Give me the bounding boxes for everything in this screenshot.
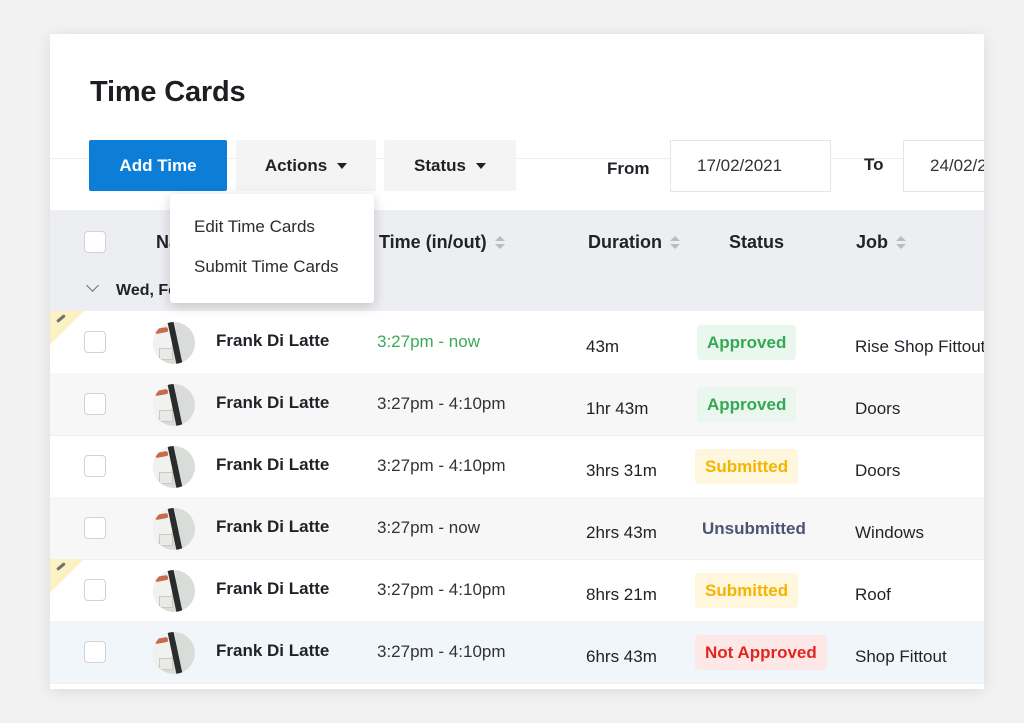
duration: 3hrs 31m bbox=[586, 461, 657, 480]
from-date-input[interactable] bbox=[670, 140, 831, 192]
employee-name: Frank Di Latte bbox=[216, 455, 330, 474]
avatar bbox=[153, 384, 195, 426]
select-all-checkbox[interactable] bbox=[84, 231, 106, 253]
job-name: Roof bbox=[855, 585, 891, 604]
time-in-out: 3:27pm - 4:10pm bbox=[377, 456, 506, 475]
sort-icon bbox=[494, 236, 505, 250]
time-in-out: 3:27pm - 4:10pm bbox=[377, 580, 506, 599]
avatar bbox=[153, 508, 195, 550]
status-label: Status bbox=[414, 155, 466, 175]
time-in-out: 3:27pm - now bbox=[377, 332, 480, 351]
job-name: Rise Shop Fittout bbox=[855, 337, 984, 356]
actions-dropdown-button[interactable]: Actions bbox=[236, 140, 376, 191]
to-date-input[interactable] bbox=[903, 140, 984, 192]
table-row[interactable]: Frank Di Latte 3:27pm - now 43m Approved Ris… bbox=[50, 311, 984, 374]
table-row[interactable]: Frank Di Latte 3:27pm - now 2hrs 43m Unsubm… bbox=[50, 497, 984, 560]
caret-down-icon bbox=[337, 162, 348, 169]
avatar bbox=[153, 446, 195, 488]
employee-name: Frank Di Latte bbox=[216, 641, 330, 660]
column-header-job[interactable]: Job bbox=[856, 232, 907, 253]
time-cards-panel: Time Cards Add Time Actions Status From … bbox=[50, 34, 984, 689]
chevron-down-icon[interactable] bbox=[86, 279, 99, 292]
employee-name: Frank Di Latte bbox=[216, 579, 330, 598]
row-checkbox[interactable] bbox=[84, 331, 106, 353]
table-row[interactable]: Frank Di Latte 3:27pm - 4:10pm 6hrs 43m Not… bbox=[50, 621, 984, 684]
sort-icon bbox=[896, 236, 907, 250]
status-badge: Approved bbox=[697, 325, 797, 360]
table-row[interactable]: Frank Di Latte 3:27pm - 4:10pm 8hrs 21m Sub… bbox=[50, 559, 984, 622]
employee-name: Frank Di Latte bbox=[216, 517, 330, 536]
menu-item-submit-time-cards[interactable]: Submit Time Cards bbox=[194, 257, 339, 276]
row-checkbox[interactable] bbox=[84, 641, 106, 663]
employee-name: Frank Di Latte bbox=[216, 393, 330, 412]
avatar bbox=[153, 322, 195, 364]
job-name: Shop Fittout bbox=[855, 647, 947, 666]
duration: 8hrs 21m bbox=[586, 585, 657, 604]
edited-flag bbox=[50, 559, 84, 593]
edited-flag bbox=[50, 311, 84, 345]
header-divider bbox=[50, 158, 984, 159]
sort-icon bbox=[670, 236, 680, 250]
row-checkbox[interactable] bbox=[84, 517, 106, 539]
status-badge: Approved bbox=[697, 387, 797, 422]
row-checkbox[interactable] bbox=[84, 455, 106, 477]
menu-item-edit-time-cards[interactable]: Edit Time Cards bbox=[194, 217, 315, 236]
from-label: From bbox=[607, 159, 650, 178]
time-in-out: 3:27pm - 4:10pm bbox=[377, 642, 506, 661]
table-row[interactable]: Frank Di Latte 3:27pm - 4:10pm 3hrs 31m Sub… bbox=[50, 435, 984, 498]
job-name: Doors bbox=[855, 461, 901, 480]
column-header-duration[interactable]: Duration bbox=[588, 232, 680, 253]
status-badge: Unsubmitted bbox=[702, 518, 806, 538]
avatar bbox=[153, 632, 195, 674]
to-label: To bbox=[864, 155, 884, 174]
add-time-button[interactable]: Add Time bbox=[89, 140, 227, 191]
duration: 43m bbox=[586, 337, 620, 356]
row-checkbox[interactable] bbox=[84, 579, 106, 601]
employee-name: Frank Di Latte bbox=[216, 331, 330, 350]
job-name: Doors bbox=[855, 399, 901, 418]
page-title: Time Cards bbox=[90, 76, 246, 108]
duration: 1hr 43m bbox=[586, 399, 649, 418]
time-in-out: 3:27pm - 4:10pm bbox=[377, 394, 506, 413]
caret-down-icon bbox=[475, 162, 486, 169]
column-header-time[interactable]: Time (in/out) bbox=[379, 232, 505, 253]
actions-label: Actions bbox=[264, 155, 328, 175]
status-badge: Not Approved bbox=[695, 635, 827, 670]
status-badge: Submitted bbox=[695, 573, 799, 608]
column-header-status: Status bbox=[729, 232, 785, 252]
time-in-out: 3:27pm - now bbox=[377, 518, 480, 537]
status-badge: Submitted bbox=[695, 449, 799, 484]
job-name: Windows bbox=[855, 523, 924, 542]
duration: 2hrs 43m bbox=[586, 523, 657, 542]
avatar bbox=[153, 570, 195, 612]
row-checkbox[interactable] bbox=[84, 393, 106, 415]
actions-menu: Edit Time Cards Submit Time Cards bbox=[170, 194, 374, 303]
status-dropdown-button[interactable]: Status bbox=[384, 140, 516, 191]
duration: 6hrs 43m bbox=[586, 647, 657, 666]
table-row[interactable]: Frank Di Latte 3:27pm - 4:10pm 1hr 43m Appr… bbox=[50, 373, 984, 436]
